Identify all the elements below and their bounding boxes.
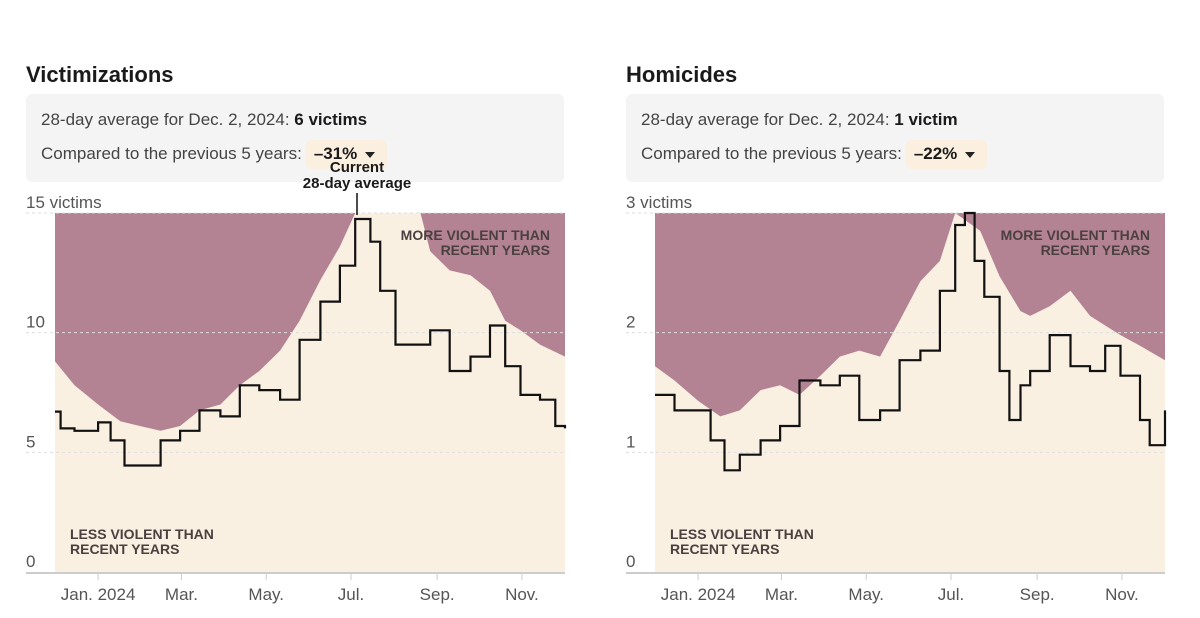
y-tick-label: 15 victims <box>26 193 102 212</box>
x-tick-label: Mar. <box>165 585 198 604</box>
y-tick-label: 3 victims <box>626 193 692 212</box>
current-annotation-label: Current 28-day average <box>303 159 411 192</box>
x-tick-label: May. <box>248 585 284 604</box>
y-tick-label: 1 <box>626 432 635 451</box>
current-line <box>655 211 1167 472</box>
x-tick-label: May. <box>848 585 884 604</box>
caret-down-icon <box>965 151 976 158</box>
victimizations-panel: Victimizations 28-day average for Dec. 2… <box>26 0 566 618</box>
summary-line: 28-day average for Dec. 2, 2024: 6 victi… <box>41 110 367 130</box>
summary-box: 28-day average for Dec. 2, 2024: 1 victi… <box>626 94 1164 182</box>
more-violent-label: MORE VIOLENT THAN RECENT YEARS <box>401 227 550 258</box>
above-area <box>55 213 565 431</box>
summary-value: 6 victims <box>294 110 368 129</box>
current-line <box>55 217 567 467</box>
x-tick-label: Nov. <box>1105 585 1139 604</box>
x-tick-label: Mar. <box>765 585 798 604</box>
caret-down-icon <box>365 151 376 158</box>
compare-dropdown[interactable]: –22% <box>905 140 988 169</box>
x-tick-label: Jan. 2024 <box>661 585 736 604</box>
more-violent-label: MORE VIOLENT THAN RECENT YEARS <box>1001 227 1150 258</box>
y-tick-label: 5 <box>26 432 35 451</box>
x-tick-label: Jul. <box>338 585 364 604</box>
compare-label: Compared to the previous 5 years: <box>641 144 902 163</box>
panel-title: Homicides <box>626 62 738 87</box>
less-violent-label: LESS VIOLENT THAN RECENT YEARS <box>70 526 214 557</box>
plot-area <box>655 213 1165 572</box>
y-tick-label: 0 <box>626 552 635 571</box>
plot-area <box>55 213 565 572</box>
above-area <box>655 213 1165 417</box>
y-tick-label: 2 <box>626 313 635 332</box>
y-tick-label: 10 <box>26 313 45 332</box>
compare-dropdown[interactable]: –31% <box>305 140 388 169</box>
compare-value: –31% <box>313 144 358 163</box>
x-tick-label: Sep. <box>1020 585 1055 604</box>
x-tick-label: Jul. <box>938 585 964 604</box>
summary-value: 1 victim <box>894 110 958 129</box>
panel-title: Victimizations <box>26 62 174 87</box>
homicides-panel: Homicides 28-day average for Dec. 2, 202… <box>626 0 1166 618</box>
compare-label: Compared to the previous 5 years: <box>41 144 302 163</box>
summary-label: 28-day average for Dec. 2, 2024: <box>41 110 290 129</box>
summary-box: 28-day average for Dec. 2, 2024: 6 victi… <box>26 94 564 182</box>
compare-line: Compared to the previous 5 years: –22% <box>641 140 988 169</box>
x-tick-label: Nov. <box>505 585 539 604</box>
x-tick-label: Sep. <box>420 585 455 604</box>
compare-value: –22% <box>913 144 958 163</box>
summary-line: 28-day average for Dec. 2, 2024: 1 victi… <box>641 110 958 130</box>
less-violent-label: LESS VIOLENT THAN RECENT YEARS <box>670 526 814 557</box>
x-tick-label: Jan. 2024 <box>61 585 136 604</box>
compare-line: Compared to the previous 5 years: –31% <box>41 140 388 169</box>
y-tick-label: 0 <box>26 552 35 571</box>
summary-label: 28-day average for Dec. 2, 2024: <box>641 110 890 129</box>
